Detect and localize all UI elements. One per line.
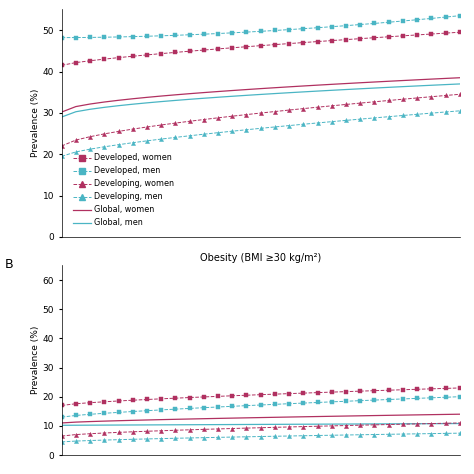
Title: Obesity (BMI ≥30 kg/m²): Obesity (BMI ≥30 kg/m²) <box>200 253 321 263</box>
Y-axis label: Prevalence (%): Prevalence (%) <box>31 89 40 157</box>
Y-axis label: Prevalence (%): Prevalence (%) <box>31 326 40 394</box>
Legend: Developed, women, Developed, men, Developing, women, Developing, men, Global, wo: Developed, women, Developed, men, Develo… <box>70 150 177 231</box>
Text: B: B <box>5 258 13 271</box>
